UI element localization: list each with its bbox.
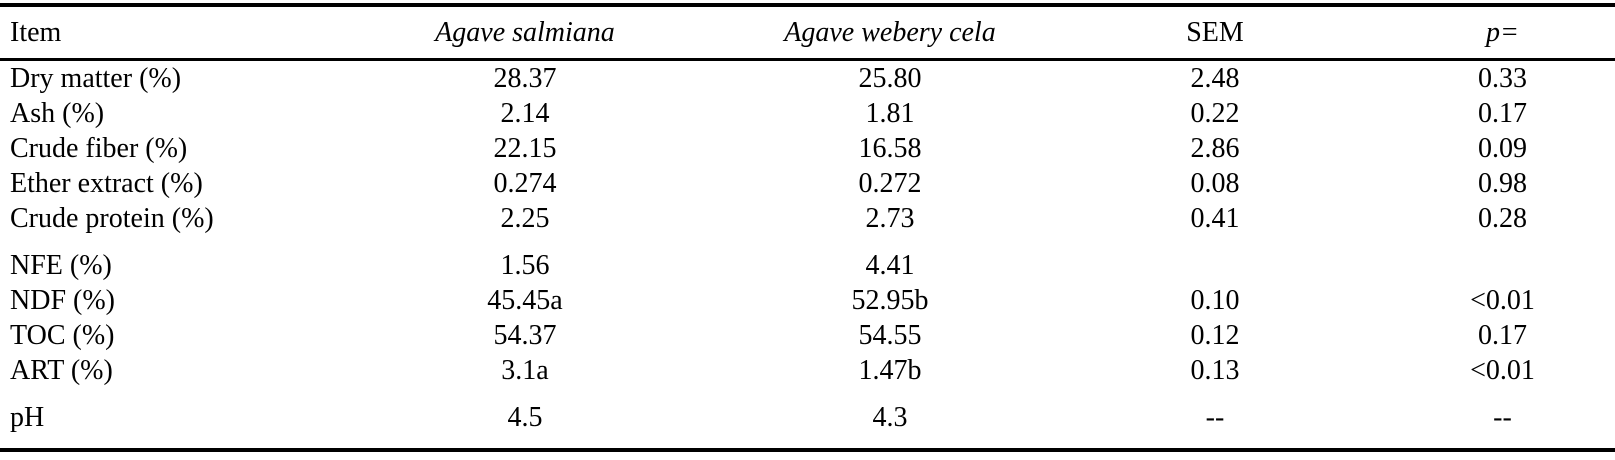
header-row: Item Agave salmiana Agave webery cela SE… bbox=[0, 5, 1615, 61]
column-header-agave-webery-cela: Agave webery cela bbox=[740, 5, 1040, 61]
cell-item: Dry matter (%) bbox=[10, 63, 182, 94]
cell-webery-value: 2.73 bbox=[865, 203, 915, 234]
cell-p-value: <0.01 bbox=[1470, 355, 1535, 386]
cell-p-value: 0.28 bbox=[1478, 203, 1527, 234]
cell-webery-value: 4.3 bbox=[872, 402, 908, 433]
cell-item: pH bbox=[10, 402, 45, 433]
cell-sem-value: 0.41 bbox=[1190, 203, 1240, 234]
cell-item: Crude fiber (%) bbox=[10, 133, 188, 164]
cell-item: Crude protein (%) bbox=[10, 203, 214, 234]
section-ph: pH 4.5 4.3 -- -- bbox=[0, 388, 1615, 450]
cell-p-value: 0.17 bbox=[1478, 320, 1527, 351]
cell-item: NFE (%) bbox=[10, 250, 112, 281]
cell-p-value: 0.17 bbox=[1478, 98, 1527, 129]
table-row: NFE (%) 1.56 4.41 bbox=[0, 236, 1615, 283]
cell-salmiana-value: 28.37 bbox=[493, 63, 557, 94]
column-header-p-value: p= bbox=[1390, 5, 1615, 61]
cell-sem-value bbox=[1040, 236, 1390, 283]
cell-p-value: 0.09 bbox=[1478, 133, 1527, 164]
cell-item: Ash (%) bbox=[10, 98, 105, 129]
cell-webery-value: 52.95b bbox=[851, 285, 929, 316]
cell-salmiana-value: 4.5 bbox=[507, 402, 543, 433]
cell-sem-value: 0.08 bbox=[1190, 168, 1240, 199]
cell-webery-value: 54.55 bbox=[858, 320, 922, 351]
section-fiber-carbohydrates: NFE (%) 1.56 4.41 NDF (%) 45.45a 52.95b … bbox=[0, 236, 1615, 388]
cell-webery-value: 1.81 bbox=[865, 98, 915, 129]
cell-salmiana-value: 45.45a bbox=[487, 285, 563, 316]
table-row: NDF (%) 45.45a 52.95b 0.10 <0.01 bbox=[0, 283, 1615, 318]
composition-table: Item Agave salmiana Agave webery cela SE… bbox=[0, 3, 1615, 452]
table-header: Item Agave salmiana Agave webery cela SE… bbox=[0, 5, 1615, 61]
cell-salmiana-value: 1.56 bbox=[500, 250, 550, 281]
cell-salmiana-value: 2.25 bbox=[500, 203, 550, 234]
cell-item: ART (%) bbox=[10, 355, 113, 386]
table-row: ART (%) 3.1a 1.47b 0.13 <0.01 bbox=[0, 353, 1615, 388]
cell-item: Ether extract (%) bbox=[10, 168, 203, 199]
cell-sem-value: -- bbox=[1205, 402, 1225, 433]
table-row: pH 4.5 4.3 -- -- bbox=[0, 388, 1615, 450]
cell-sem-value: 2.48 bbox=[1190, 63, 1240, 94]
table-row: Ether extract (%) 0.274 0.272 0.08 0.98 bbox=[0, 166, 1615, 201]
cell-salmiana-value: 3.1a bbox=[501, 355, 549, 386]
table-row: Ash (%) 2.14 1.81 0.22 0.17 bbox=[0, 96, 1615, 131]
cell-webery-value: 4.41 bbox=[865, 250, 915, 281]
cell-sem-value: 2.86 bbox=[1190, 133, 1240, 164]
cell-p-value: -- bbox=[1493, 402, 1512, 433]
cell-p-value: <0.01 bbox=[1470, 285, 1535, 316]
cell-item: TOC (%) bbox=[10, 320, 115, 351]
table-row: Dry matter (%) 28.37 25.80 2.48 0.33 bbox=[0, 60, 1615, 97]
cell-sem-value: 0.12 bbox=[1190, 320, 1240, 351]
cell-salmiana-value: 0.274 bbox=[493, 168, 557, 199]
cell-salmiana-value: 54.37 bbox=[493, 320, 557, 351]
cell-sem-value: 0.10 bbox=[1190, 285, 1240, 316]
column-header-agave-salmiana: Agave salmiana bbox=[310, 5, 740, 61]
cell-p-value: 0.33 bbox=[1478, 63, 1527, 94]
column-header-item: Item bbox=[0, 5, 310, 61]
cell-webery-value: 16.58 bbox=[858, 133, 922, 164]
section-proximate-analysis: Dry matter (%) 28.37 25.80 2.48 0.33 Ash… bbox=[0, 60, 1615, 237]
column-header-sem: SEM bbox=[1040, 5, 1390, 61]
cell-p-value: 0.98 bbox=[1478, 168, 1527, 199]
cell-item: NDF (%) bbox=[10, 285, 115, 316]
cell-webery-value: 1.47b bbox=[858, 355, 922, 386]
cell-webery-value: 0.272 bbox=[858, 168, 922, 199]
cell-salmiana-value: 22.15 bbox=[493, 133, 557, 164]
cell-webery-value: 25.80 bbox=[858, 63, 922, 94]
cell-sem-value: 0.22 bbox=[1190, 98, 1240, 129]
cell-sem-value: 0.13 bbox=[1190, 355, 1240, 386]
table-row: TOC (%) 54.37 54.55 0.12 0.17 bbox=[0, 318, 1615, 353]
cell-p-value bbox=[1390, 236, 1615, 283]
cell-salmiana-value: 2.14 bbox=[500, 98, 550, 129]
table-row: Crude protein (%) 2.25 2.73 0.41 0.28 bbox=[0, 201, 1615, 236]
table-row: Crude fiber (%) 22.15 16.58 2.86 0.09 bbox=[0, 131, 1615, 166]
